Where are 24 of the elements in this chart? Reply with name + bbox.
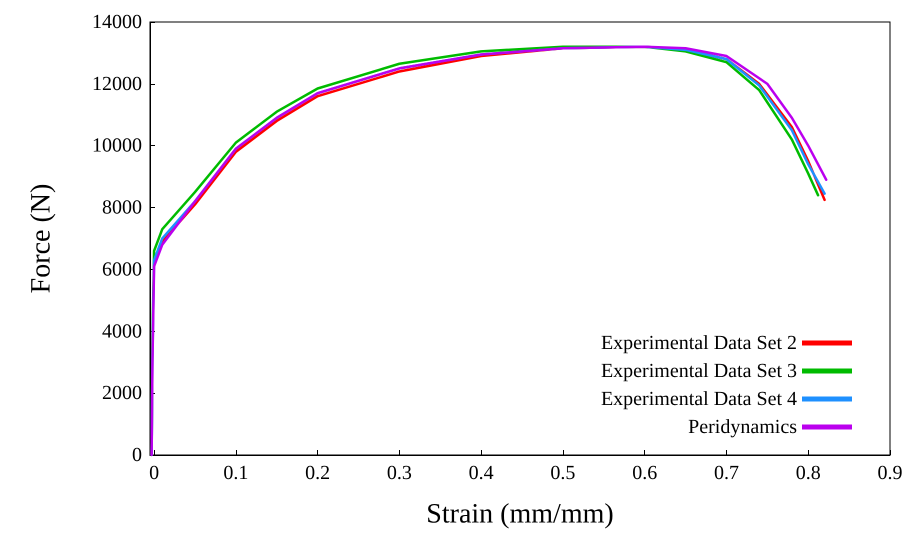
y-tick-label: 4000 — [102, 320, 142, 342]
x-tick-label: 0.4 — [468, 462, 494, 484]
y-tick-label: 6000 — [102, 258, 142, 280]
x-tick-label: 0.3 — [386, 462, 412, 484]
y-axis-title: Force (N) — [26, 184, 56, 294]
y-tick-label: 0 — [132, 444, 142, 466]
x-tick-label: 0.6 — [632, 462, 658, 484]
x-tick-label: 0 — [149, 462, 160, 484]
x-tick-label: 0.2 — [305, 462, 330, 484]
y-tick-label: 14000 — [92, 11, 142, 33]
x-tick-label: 0.7 — [714, 462, 739, 484]
y-tick-label: 10000 — [92, 134, 142, 157]
legend-label: Peridynamics — [688, 416, 798, 438]
x-tick-label: 0.1 — [223, 462, 248, 484]
x-tick-label: 0.5 — [550, 462, 576, 484]
y-tick-label: 8000 — [102, 196, 142, 219]
y-tick-label: 2000 — [102, 382, 142, 404]
legend-label: Experimental Data Set 4 — [600, 388, 797, 410]
legend-label: Experimental Data Set 2 — [600, 332, 797, 354]
y-tick-label: 12000 — [92, 72, 142, 95]
x-tick-label: 0.8 — [796, 462, 821, 484]
legend-label: Experimental Data Set 3 — [600, 360, 797, 382]
x-tick-label: 0.9 — [878, 462, 902, 484]
x-axis-title: Strain (mm/mm) — [426, 498, 614, 530]
